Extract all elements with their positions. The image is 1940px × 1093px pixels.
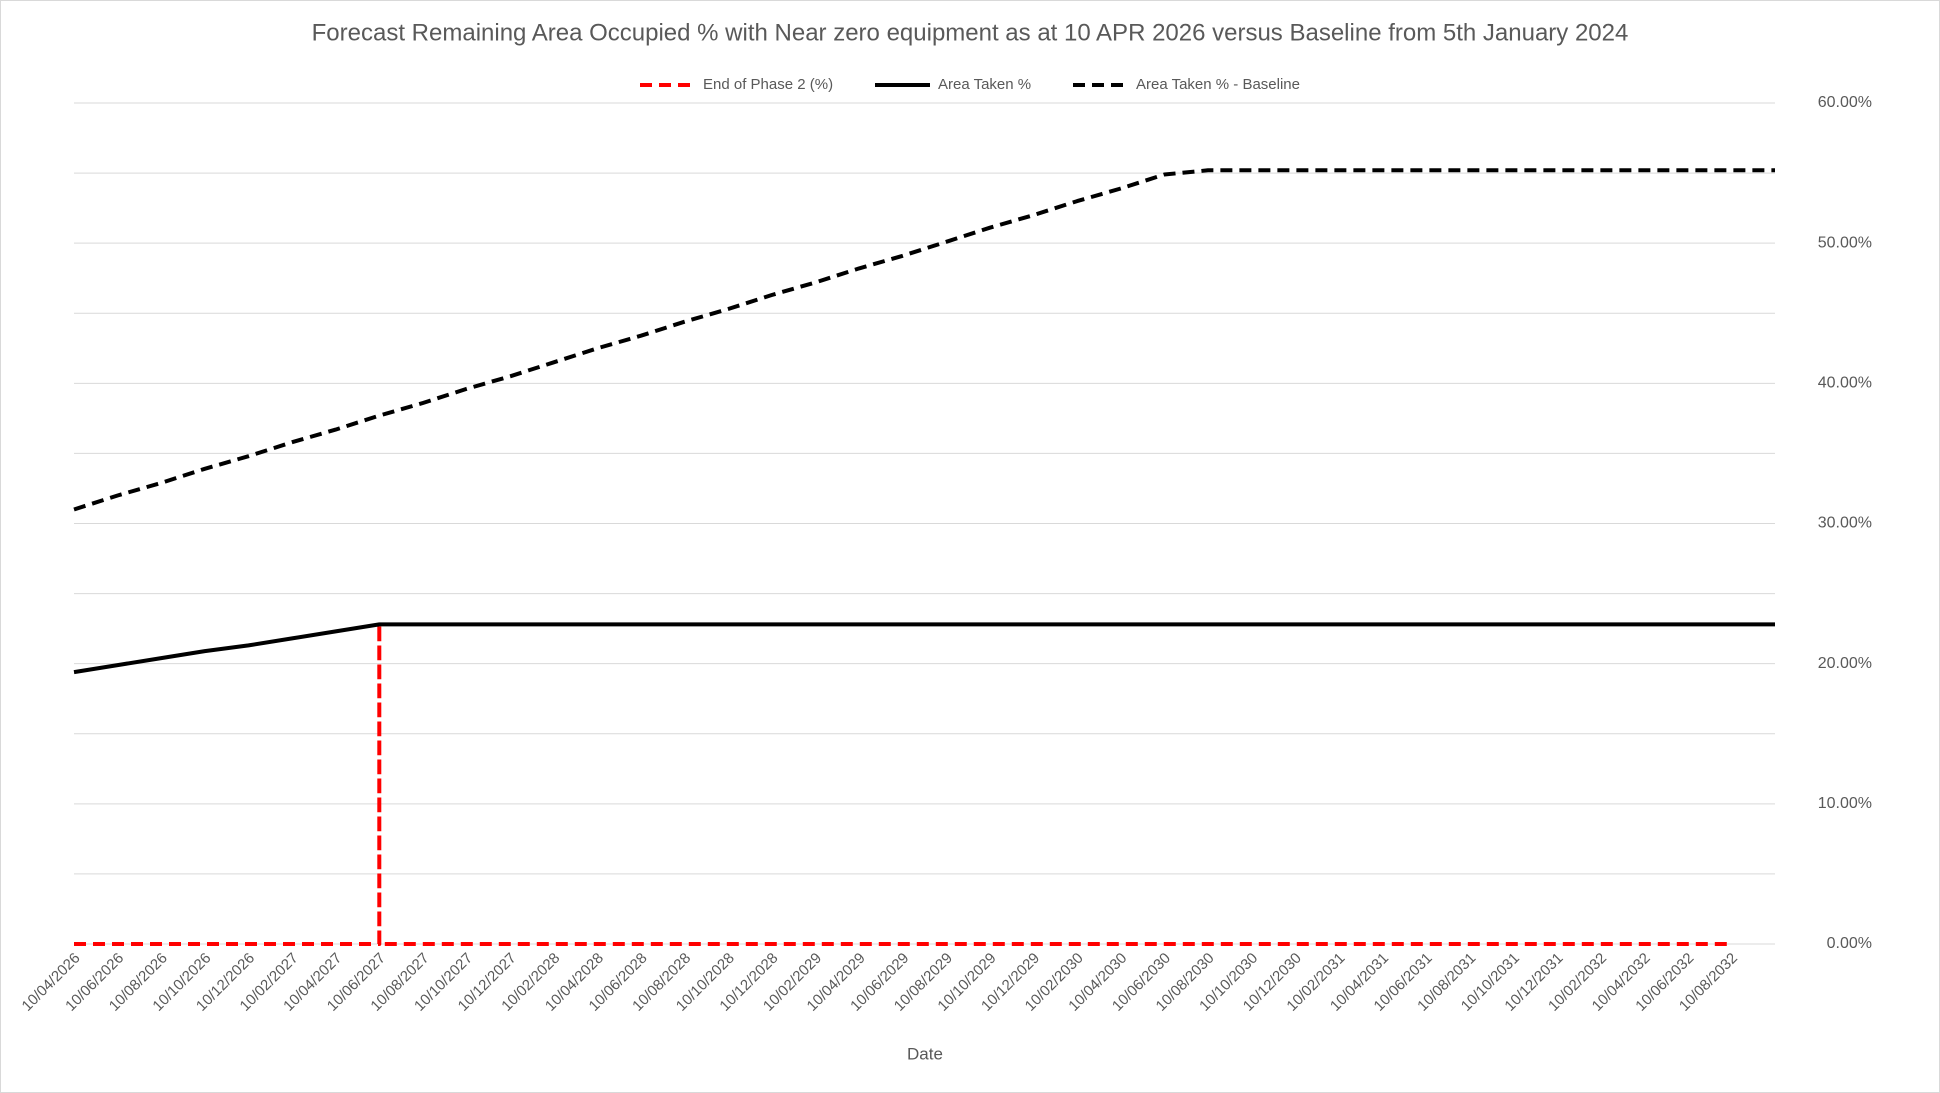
series-line bbox=[73, 168, 1775, 512]
y-tick-label: 10.00% bbox=[1818, 795, 1872, 812]
series-line bbox=[73, 622, 1775, 675]
y-tick-label: 50.00% bbox=[1818, 234, 1872, 251]
legend-label: Area Taken % - Baseline bbox=[1136, 76, 1300, 93]
y-tick-label: 30.00% bbox=[1818, 515, 1872, 532]
y-tick-label: 40.00% bbox=[1818, 375, 1872, 392]
y-tick-label: 60.00% bbox=[1818, 94, 1872, 111]
legend-label: End of Phase 2 (%) bbox=[703, 76, 833, 93]
legend-label: Area Taken % bbox=[938, 76, 1031, 93]
series-line bbox=[74, 622, 1732, 946]
y-tick-label: 20.00% bbox=[1818, 655, 1872, 672]
chart-title: Forecast Remaining Area Occupied % with … bbox=[312, 19, 1629, 46]
y-tick-label: 0.00% bbox=[1827, 935, 1872, 952]
x-axis-title: Date bbox=[907, 1044, 943, 1063]
